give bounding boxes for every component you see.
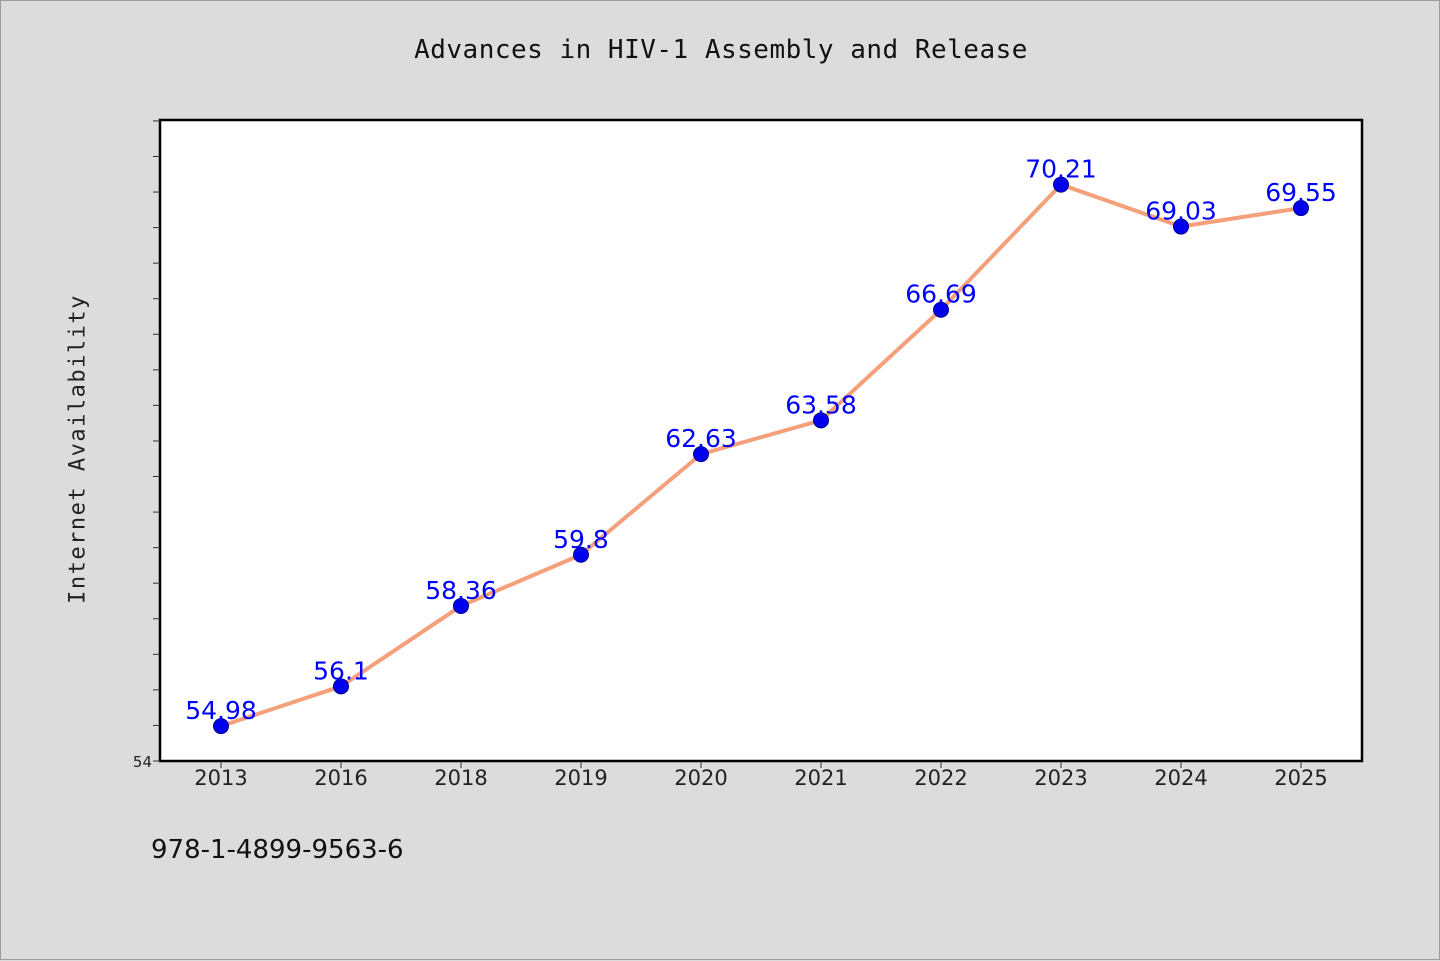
data-label: 70.21 (1025, 155, 1097, 184)
data-point (1053, 176, 1069, 193)
data-point (933, 301, 949, 318)
x-tick-label: 2018 (434, 766, 487, 790)
x-tick-label: 2024 (1154, 766, 1207, 790)
x-tick-label: 2016 (314, 766, 367, 790)
isbn-text: 978-1-4899-9563-6 (151, 835, 404, 865)
x-tick-label: 2025 (1274, 766, 1327, 790)
plot-frame (158, 118, 1364, 763)
data-label: 69.03 (1145, 197, 1217, 226)
data-label: 59.8 (553, 525, 609, 554)
chart-title: Advances in HIV-1 Assembly and Release (414, 35, 1028, 65)
data-point (1293, 200, 1309, 217)
data-point (333, 678, 349, 695)
x-tick-label: 2022 (914, 766, 967, 790)
data-point (573, 546, 589, 563)
series-line (219, 182, 1303, 729)
data-point (693, 446, 709, 463)
data-label: 62.63 (665, 424, 737, 453)
y-tick-label: 54 (133, 753, 152, 771)
x-tick-label: 2019 (554, 766, 607, 790)
x-tick-label: 2013 (194, 766, 247, 790)
data-label: 66.69 (905, 280, 977, 309)
x-tick-label: 2020 (674, 766, 727, 790)
data-label: 58.36 (425, 576, 497, 605)
data-point (453, 597, 469, 614)
data-label: 63.58 (785, 390, 857, 419)
data-label: 69.55 (1265, 178, 1337, 207)
data-point (213, 718, 229, 735)
data-point (1173, 218, 1189, 235)
x-tick-label: 2023 (1034, 766, 1087, 790)
data-label: 54.98 (185, 696, 257, 725)
data-label: 56.1 (313, 656, 369, 685)
x-tick-label: 2021 (794, 766, 847, 790)
data-point (813, 412, 829, 429)
